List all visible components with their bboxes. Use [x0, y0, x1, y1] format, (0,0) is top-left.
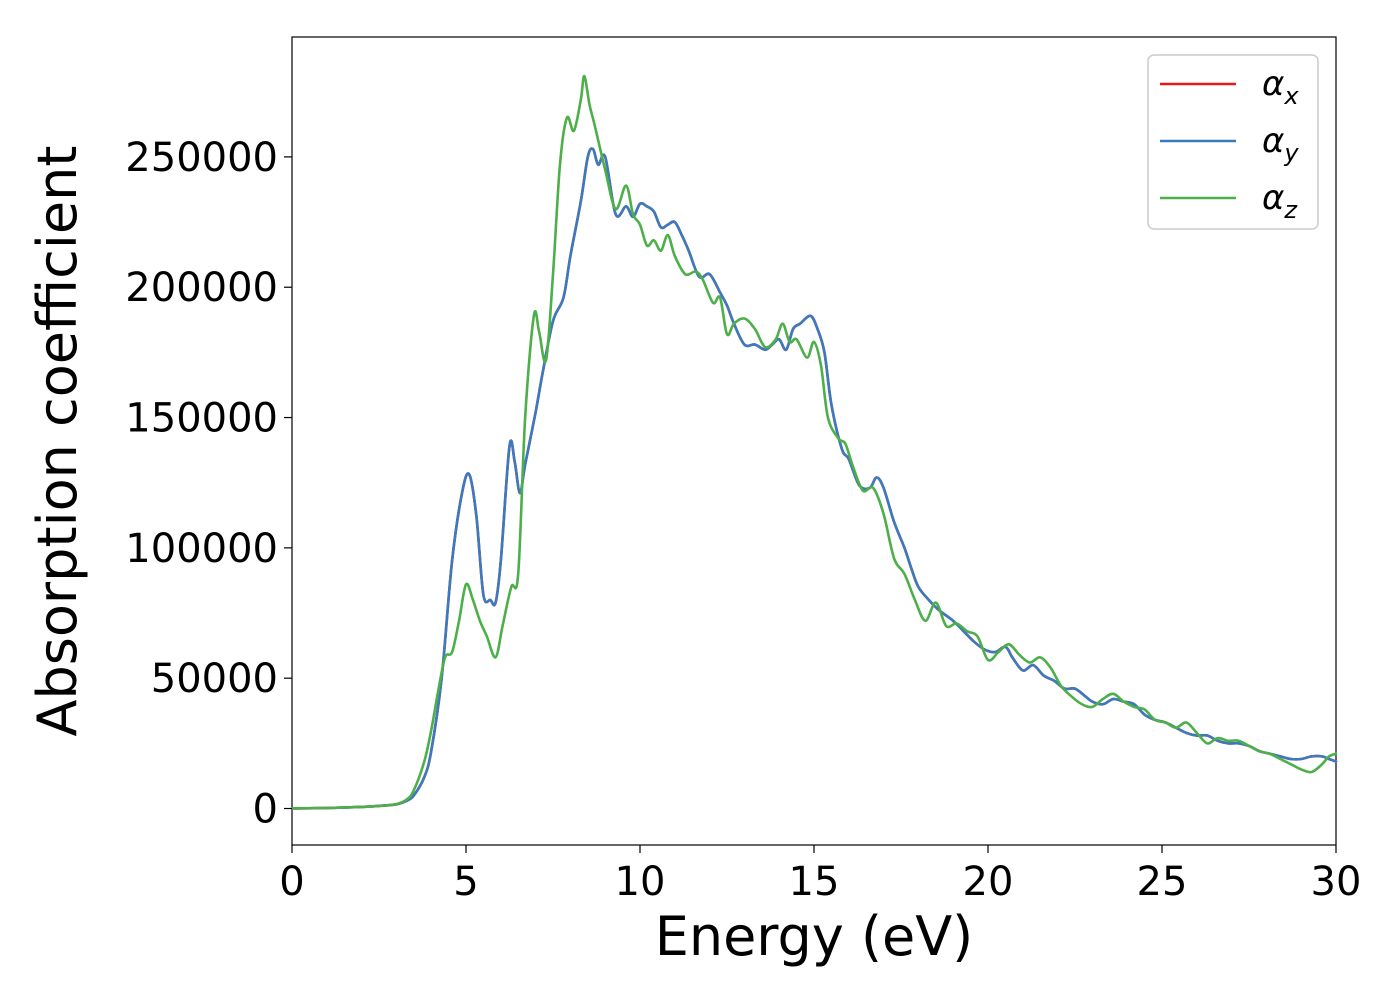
x-tick-label: 0	[279, 859, 304, 905]
series-line-y	[290, 147, 1338, 810]
y-tick-label: 0	[253, 787, 278, 833]
legend-label-subscript: x	[1283, 82, 1299, 110]
legend-label-base: α	[1262, 64, 1284, 104]
x-axis-ticks: 0 5 10 15 20 25 30	[279, 845, 1361, 905]
legend-label-subscript: z	[1283, 196, 1298, 224]
y-tick-label: 250000	[125, 135, 278, 181]
legend-label-base: α	[1262, 121, 1284, 161]
series-lines	[290, 74, 1338, 810]
legend-label-subscript: y	[1283, 139, 1299, 167]
y-tick-label: 200000	[125, 265, 278, 311]
y-axis-label: Absorption coefficient	[26, 146, 89, 737]
y-tick-label: 100000	[125, 526, 278, 572]
x-axis-label: Energy (eV)	[655, 905, 974, 968]
x-tick-label: 30	[1311, 859, 1362, 905]
legend-label-z: αz	[1262, 178, 1298, 224]
x-tick-label: 25	[1137, 859, 1188, 905]
x-tick-label: 20	[963, 859, 1014, 905]
x-tick-label: 5	[453, 859, 478, 905]
legend-label-y: αy	[1262, 121, 1299, 167]
x-tick-label: 15	[789, 859, 840, 905]
y-tick-label: 50000	[151, 656, 278, 702]
series-line-z	[290, 74, 1338, 810]
legend-label-x: αx	[1262, 64, 1299, 110]
x-tick-label: 10	[615, 859, 666, 905]
y-tick-label: 150000	[125, 396, 278, 442]
series-line-x	[290, 147, 1338, 810]
y-axis-ticks: 0 50000 100000 150000 200000 250000	[125, 135, 292, 833]
legend-label-base: α	[1262, 178, 1284, 218]
